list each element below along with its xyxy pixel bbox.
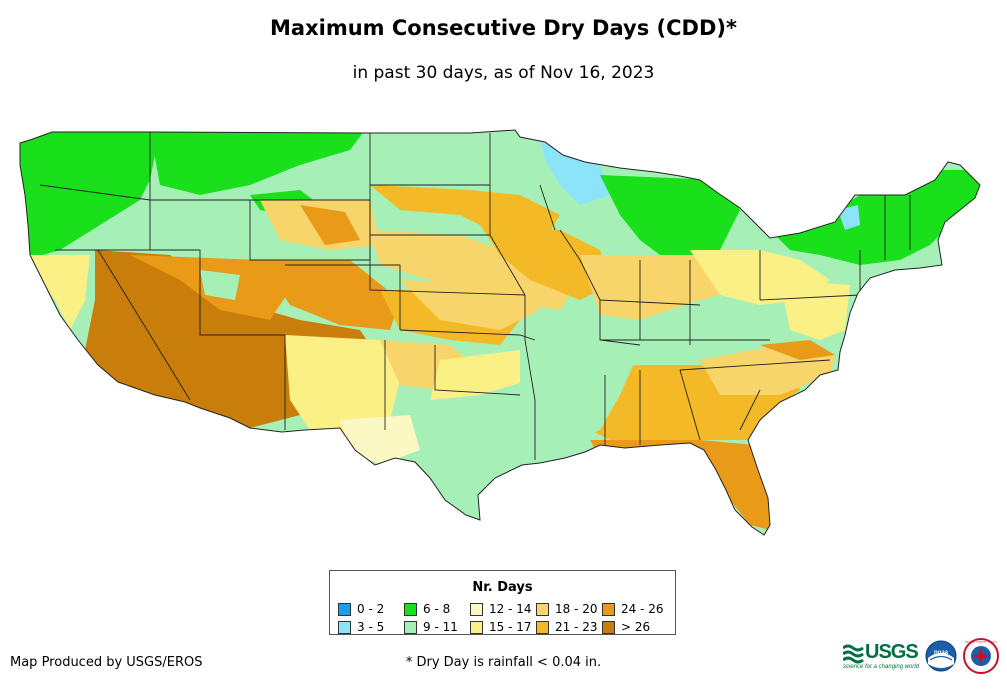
legend-label: > 26 [621, 620, 651, 634]
legend-item: 24 - 26 [602, 601, 668, 617]
legend-label: 18 - 20 [555, 602, 598, 616]
legend-label: 12 - 14 [489, 602, 532, 616]
usgs-logo-text: USGS [865, 641, 919, 663]
legend-swatch [536, 602, 549, 616]
legend-item: 15 - 17 [470, 619, 536, 635]
region-nevada-green [200, 270, 240, 300]
legend-swatch [536, 620, 549, 634]
legend-item: 21 - 23 [536, 619, 602, 635]
dry-day-footnote: * Dry Day is rainfall < 0.04 in. [405, 655, 602, 670]
region-california-coast [30, 255, 90, 330]
region-minnesota [540, 140, 610, 205]
region-west-texas [340, 415, 420, 465]
usgs-logo-tagline: science for a changing world [843, 664, 920, 670]
legend-swatch [470, 602, 483, 616]
region-mississippi-green [520, 335, 640, 450]
map-subtitle: in past 30 days, as of Nov 16, 2023 [352, 63, 655, 83]
legend-label: 0 - 2 [357, 602, 385, 616]
legend-label: 21 - 23 [555, 620, 598, 634]
region-northern-plains-orange [370, 185, 560, 240]
region-iowa-orange [480, 225, 610, 300]
legend-label: 15 - 17 [489, 620, 532, 634]
region-florida [700, 440, 770, 530]
legend-item: 9 - 11 [404, 619, 470, 635]
legend-swatch [470, 620, 483, 634]
region-wyoming-dark [300, 205, 360, 245]
region-nc-dark [760, 340, 835, 360]
noaa-logo[interactable]: noaa [925, 640, 957, 672]
usgs-logo[interactable]: USGS science for a changing world [843, 641, 919, 673]
legend-grid: 0 - 2 3 - 5 6 - 8 9 - 11 12 - 14 15 - 17… [338, 601, 668, 635]
region-plains-yellow [370, 230, 580, 310]
map-credit: Map Produced by USGS/EROS [10, 655, 203, 670]
legend-item: 0 - 2 [338, 601, 404, 617]
legend-item: > 26 [602, 619, 668, 635]
legend-swatch [404, 620, 417, 634]
legend-label: 24 - 26 [621, 602, 664, 616]
region-colorado [260, 260, 400, 330]
noaa-logo-text: noaa [934, 650, 949, 656]
usgs-wave-icon [843, 644, 864, 664]
nws-logo-text: NATIONAL WEATHER SERVICE [965, 641, 998, 644]
region-mid-atlantic [780, 280, 850, 340]
legend-label: 9 - 11 [423, 620, 458, 634]
map-title: Maximum Consecutive Dry Days (CDD)* [270, 16, 737, 40]
legend-item: 12 - 14 [470, 601, 536, 617]
region-northeast [770, 170, 980, 265]
region-gulf-coast [590, 440, 710, 460]
legend-label: 3 - 5 [357, 620, 385, 634]
legend-swatch [338, 620, 351, 634]
legend-item: 3 - 5 [338, 619, 404, 635]
region-texas-yellow [430, 350, 530, 400]
legend-item: 18 - 20 [536, 601, 602, 617]
nws-logo[interactable]: NATIONAL WEATHER SERVICE [963, 638, 999, 674]
legend-swatch [602, 620, 615, 634]
region-pacific-nw [20, 130, 160, 260]
legend-swatch [602, 602, 615, 616]
legend-box: Nr. Days 0 - 2 3 - 5 6 - 8 9 - 11 12 - 1… [329, 570, 676, 635]
cdd-color-field [20, 130, 980, 535]
region-michigan [600, 175, 740, 260]
region-se-texas-green [430, 420, 540, 480]
legend-title: Nr. Days [472, 580, 533, 595]
legend-label: 6 - 8 [423, 602, 451, 616]
region-new-mexico [285, 335, 400, 440]
legend-swatch [338, 602, 351, 616]
legend-item: 6 - 8 [404, 601, 470, 617]
region-northern-rockies [150, 130, 365, 195]
legend-swatch [404, 602, 417, 616]
